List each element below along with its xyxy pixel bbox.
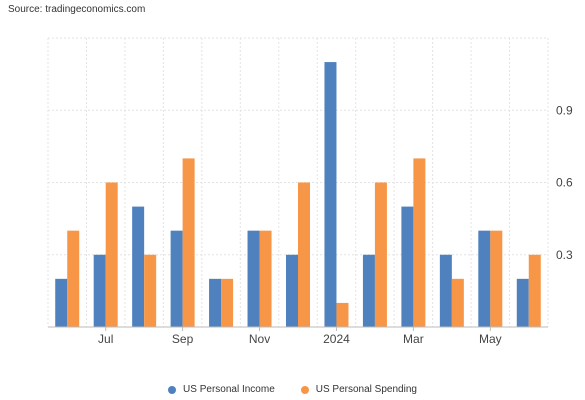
y-tick-label: 0.3 (556, 248, 573, 262)
bar-income (439, 254, 452, 327)
bar-income (478, 230, 491, 327)
bar-spending (490, 230, 503, 327)
bar-spending (374, 182, 387, 327)
bar-spending (182, 158, 195, 327)
legend-swatch-spending (300, 385, 309, 394)
bar-spending (528, 254, 541, 327)
bar-income (55, 278, 68, 327)
x-tick-label: Mar (403, 332, 424, 346)
bar-spending (221, 278, 234, 327)
bar-income (286, 254, 298, 327)
bar-income (209, 278, 222, 327)
y-tick-label: 0.9 (556, 103, 573, 117)
x-tick-label: Nov (249, 332, 270, 346)
legend-swatch-income (168, 385, 177, 394)
bar-income (247, 230, 260, 327)
bar-spending (67, 230, 80, 327)
bar-spending (451, 278, 464, 327)
bar-spending (259, 230, 272, 327)
y-tick-label: 0.6 (556, 176, 573, 190)
x-tick-label: 2024 (323, 332, 350, 346)
bar-chart: 0.3 0.6 0.9 Jul Sep Nov 2024 Mar May (47, 37, 573, 346)
bar-spending (105, 182, 118, 327)
bar-income (401, 206, 414, 327)
legend-label-income: US Personal Income (183, 384, 275, 395)
x-tick-label: Sep (172, 332, 194, 346)
legend-item-income[interactable]: US Personal Income (168, 384, 275, 395)
bar-income (516, 278, 529, 327)
bar-spending (144, 254, 157, 327)
chart-legend: US Personal Income US Personal Spending (0, 384, 585, 395)
legend-label-spending: US Personal Spending (315, 384, 417, 395)
bar-income (93, 254, 106, 327)
bar-income (132, 206, 145, 327)
legend-item-spending[interactable]: US Personal Spending (300, 384, 417, 395)
bar-spending (413, 158, 426, 327)
x-tick-label: May (479, 332, 502, 346)
source-label: Source: tradingeconomics.com (8, 4, 146, 15)
bar-spending (336, 302, 349, 327)
bar-income (170, 230, 183, 327)
bar-spending (298, 182, 310, 327)
bar-income (362, 254, 375, 327)
bar-income (324, 62, 337, 327)
x-tick-label: Jul (98, 332, 113, 346)
